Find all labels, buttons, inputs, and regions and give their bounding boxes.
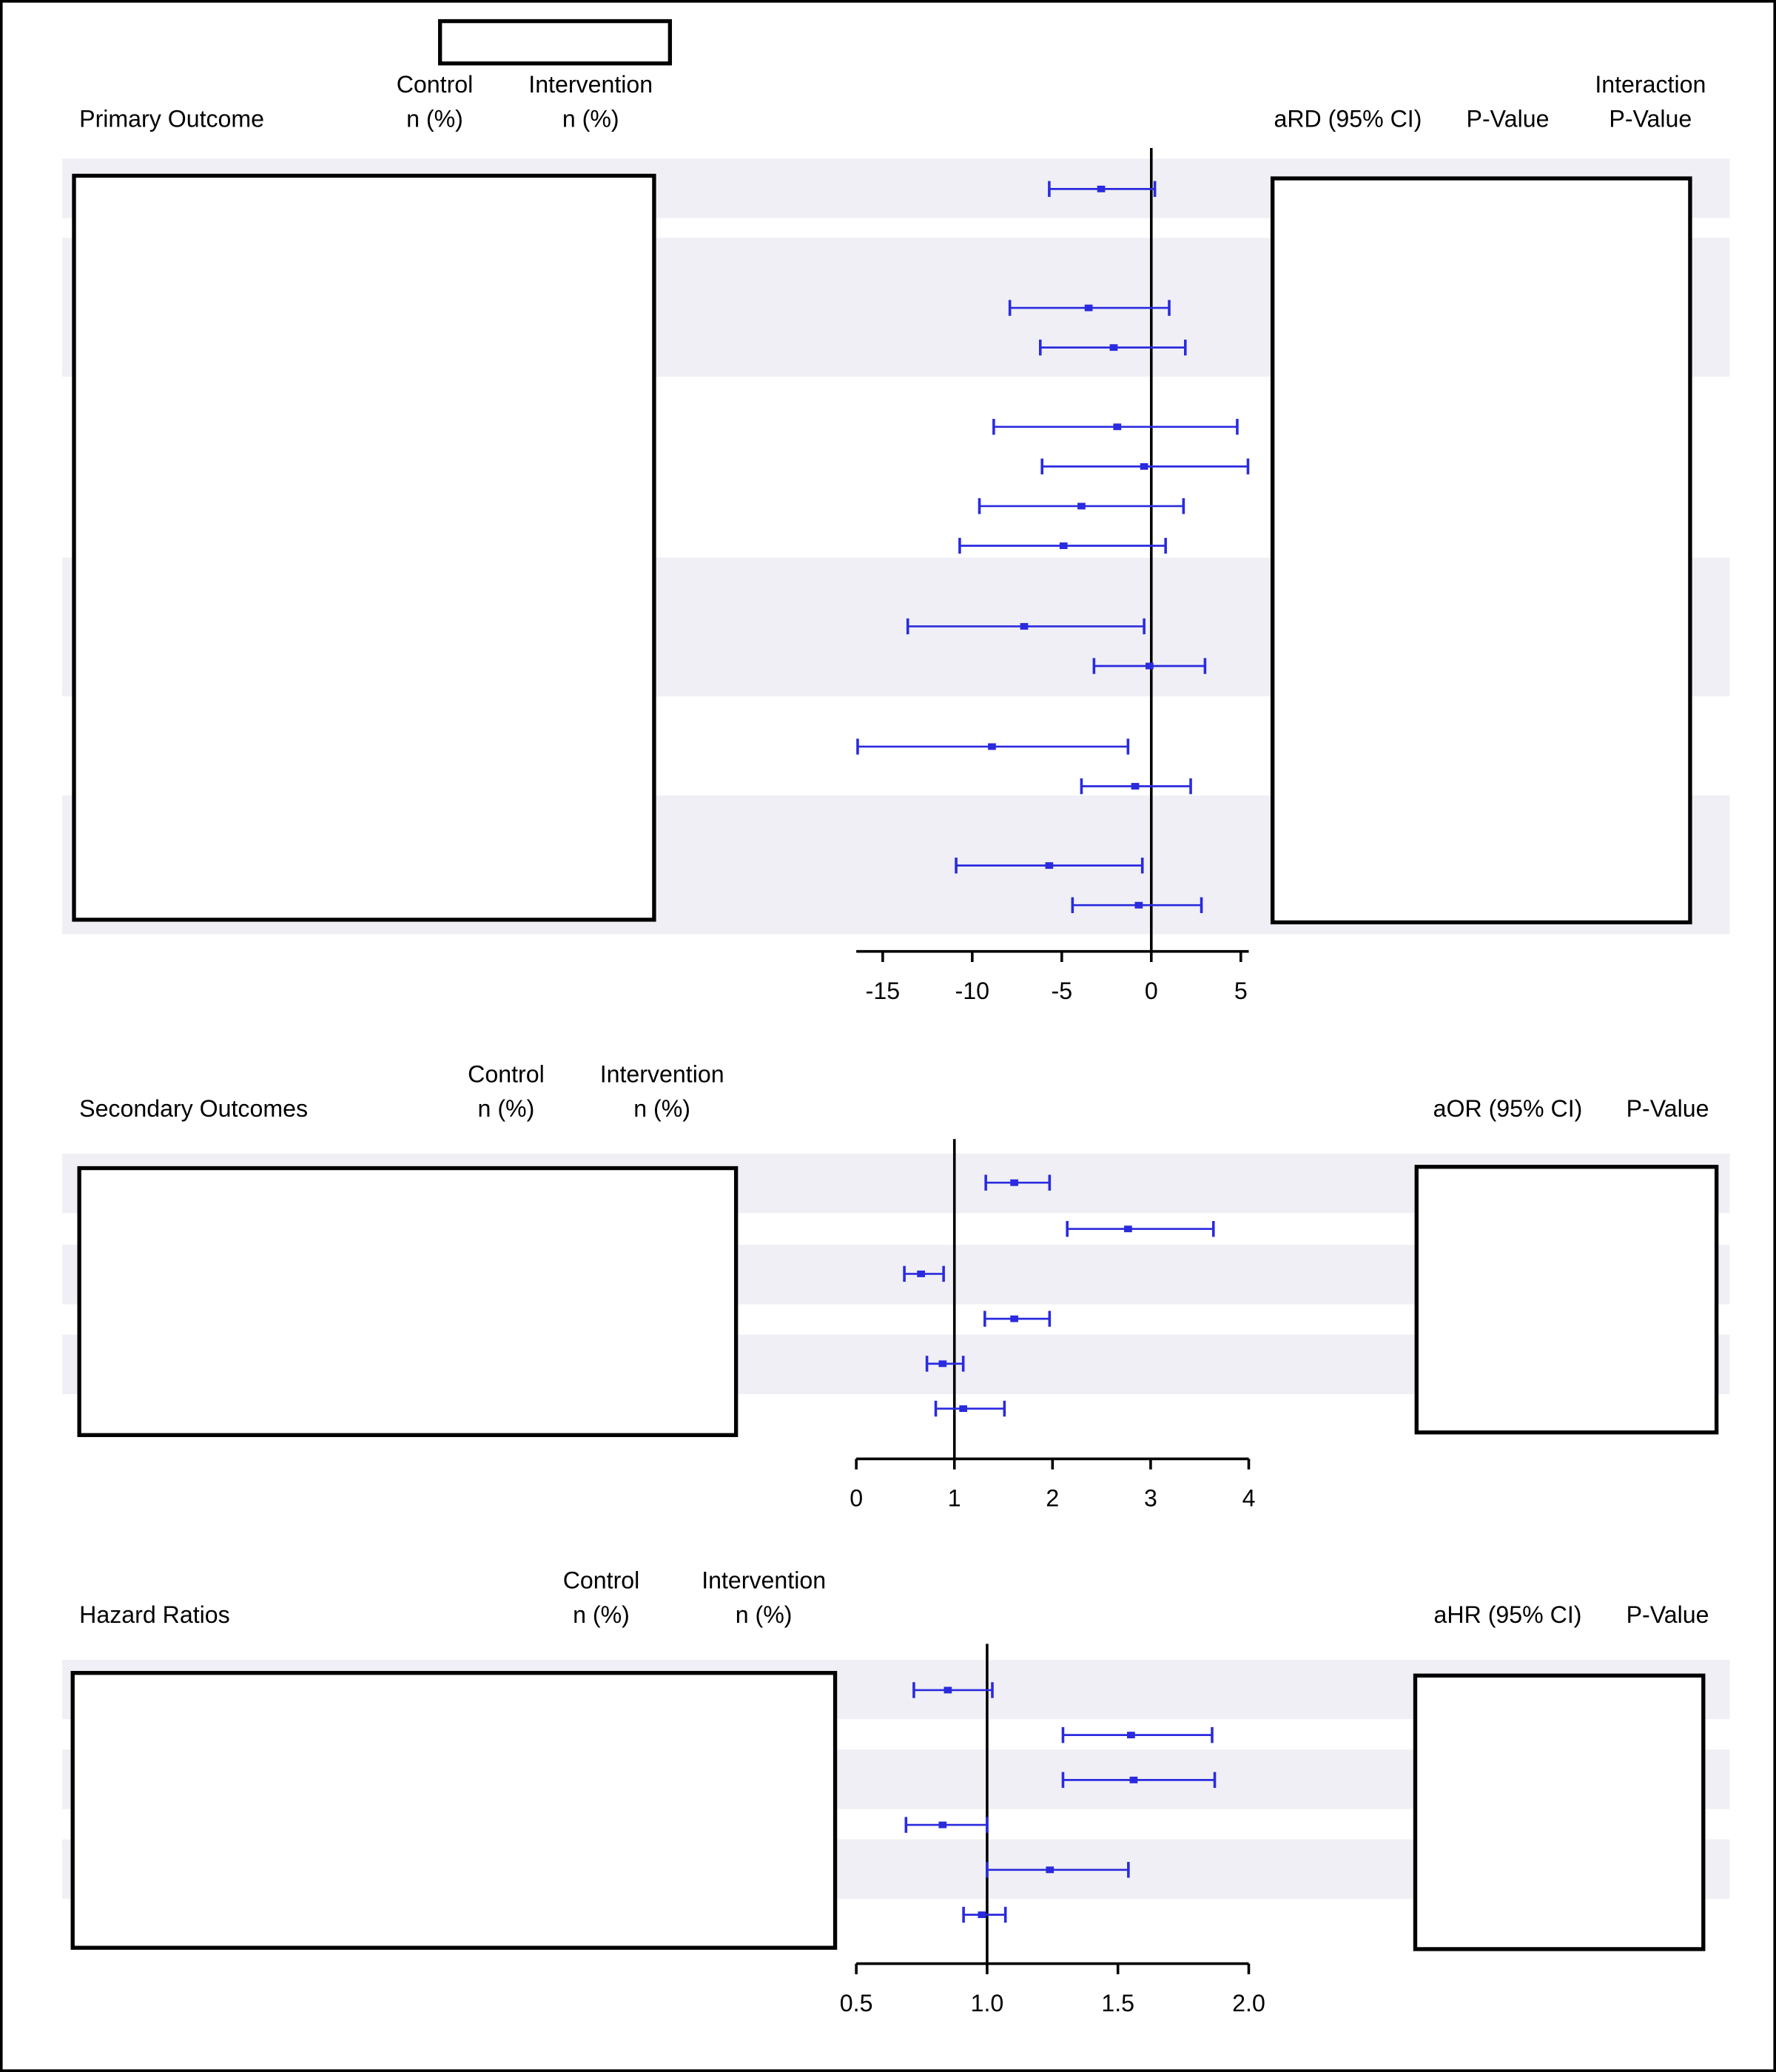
x-tick-label: 0.5 bbox=[840, 1990, 873, 2016]
point-estimate bbox=[1010, 1315, 1018, 1322]
estimate-row bbox=[1038, 339, 1187, 356]
intervention-subheader: n (%) bbox=[633, 1095, 690, 1122]
point-estimate bbox=[1127, 1732, 1135, 1739]
control-subheader: n (%) bbox=[406, 105, 463, 132]
pvalue-header: P-Value bbox=[1627, 1095, 1709, 1122]
estimate-row bbox=[986, 1862, 1130, 1878]
x-tick-label: 5 bbox=[1234, 978, 1248, 1004]
estimate-row bbox=[925, 1356, 965, 1372]
estimate-row bbox=[962, 1906, 1007, 1923]
estimate-row bbox=[978, 498, 1185, 514]
point-estimate bbox=[959, 1405, 968, 1413]
pvalue-header: P-Value bbox=[1467, 105, 1550, 132]
intervention-subheader: n (%) bbox=[736, 1601, 793, 1628]
estimate-row bbox=[1061, 1726, 1214, 1743]
point-estimate bbox=[1109, 344, 1118, 352]
redaction-boxes bbox=[70, 173, 1719, 1951]
point-estimate bbox=[1045, 862, 1054, 870]
estimate-row bbox=[1071, 897, 1203, 913]
intervention-header: Intervention bbox=[600, 1061, 724, 1088]
point-estimate bbox=[1046, 1866, 1054, 1874]
x-tick-label: 3 bbox=[1144, 1485, 1157, 1512]
x-tick-label: 0 bbox=[1145, 978, 1158, 1004]
x-tick-label: -5 bbox=[1052, 978, 1073, 1004]
point-estimate bbox=[938, 1360, 947, 1368]
forest-panel-3: 0.5 1.0 1.5 2.0 bbox=[840, 1644, 1265, 2016]
estimate-row bbox=[958, 537, 1167, 554]
control-header: Control bbox=[397, 71, 474, 98]
estimate-row bbox=[904, 1817, 989, 1833]
point-estimate bbox=[1084, 304, 1093, 312]
interaction-subheader: P-Value bbox=[1609, 105, 1692, 132]
point-estimate bbox=[1146, 662, 1154, 670]
point-estimate bbox=[978, 1911, 986, 1918]
control-subheader: n (%) bbox=[478, 1095, 535, 1122]
point-estimate bbox=[1113, 423, 1122, 431]
redaction-box-left-3 bbox=[70, 1671, 838, 1950]
point-estimate bbox=[1140, 462, 1148, 470]
point-estimate bbox=[1124, 1225, 1132, 1233]
intervention-subheader: n (%) bbox=[562, 105, 619, 132]
estimate-row bbox=[983, 1311, 1052, 1327]
estimate-row bbox=[1061, 1772, 1217, 1789]
estimate-row bbox=[934, 1400, 1006, 1417]
x-tick-label: 1.0 bbox=[971, 1990, 1004, 2016]
x-tick-label: 4 bbox=[1242, 1485, 1256, 1512]
estimate-row bbox=[1066, 1221, 1215, 1237]
pvalue-header: P-Value bbox=[1627, 1601, 1709, 1628]
estimate-row bbox=[912, 1682, 994, 1698]
point-estimate bbox=[944, 1686, 952, 1694]
point-estimate bbox=[1059, 542, 1068, 549]
effect-header: aRD (95% CI) bbox=[1274, 105, 1422, 132]
point-estimate bbox=[988, 743, 996, 750]
point-estimate bbox=[1131, 783, 1140, 790]
control-header: Control bbox=[563, 1567, 640, 1593]
estimate-row bbox=[984, 1174, 1052, 1191]
x-tick-label: 0 bbox=[850, 1485, 863, 1512]
redaction-box-right-1 bbox=[1270, 176, 1692, 925]
estimate-row bbox=[955, 857, 1144, 874]
x-tick-label: 1 bbox=[948, 1485, 961, 1512]
redaction-box-left-1 bbox=[72, 173, 656, 922]
estimate-row bbox=[903, 1265, 945, 1282]
section-title-hazard: Hazard Ratios bbox=[79, 1601, 230, 1628]
x-tick-label: -15 bbox=[866, 978, 900, 1004]
estimate-row bbox=[1048, 181, 1157, 198]
intervention-header: Intervention bbox=[702, 1567, 826, 1593]
redaction-box-right-2 bbox=[1414, 1165, 1719, 1435]
x-tick-label: -10 bbox=[955, 978, 989, 1004]
estimate-row bbox=[1008, 300, 1171, 316]
redaction-box-title bbox=[437, 18, 673, 66]
point-estimate bbox=[1077, 502, 1086, 510]
interaction-header: Interaction bbox=[1595, 71, 1706, 98]
x-tick-label: 2 bbox=[1046, 1485, 1059, 1512]
effect-header: aOR (95% CI) bbox=[1433, 1095, 1583, 1122]
effect-header: aHR (95% CI) bbox=[1434, 1601, 1582, 1628]
redaction-box-left-2 bbox=[77, 1166, 739, 1437]
estimate-row bbox=[906, 618, 1146, 635]
x-tick-label: 1.5 bbox=[1101, 1990, 1134, 2016]
control-subheader: n (%) bbox=[573, 1601, 630, 1628]
estimate-row bbox=[1040, 458, 1250, 475]
redaction-box-right-3 bbox=[1413, 1673, 1706, 1951]
point-estimate bbox=[1097, 185, 1106, 192]
control-header: Control bbox=[468, 1061, 545, 1088]
x-tick-label: 2.0 bbox=[1232, 1990, 1265, 2016]
estimate-row bbox=[856, 739, 1130, 755]
point-estimate bbox=[1010, 1179, 1018, 1186]
point-estimate bbox=[1134, 901, 1143, 909]
estimate-row bbox=[992, 419, 1239, 435]
point-estimate bbox=[1020, 622, 1029, 630]
section-title-secondary: Secondary Outcomes bbox=[79, 1095, 308, 1122]
estimate-row bbox=[1092, 658, 1207, 674]
point-estimate bbox=[917, 1270, 926, 1277]
intervention-header: Intervention bbox=[528, 71, 653, 98]
point-estimate bbox=[938, 1821, 947, 1829]
forest-panel-1: -15 -10 -5 0 5 bbox=[856, 148, 1250, 1004]
estimate-row bbox=[1080, 778, 1192, 795]
section-title-primary: Primary Outcome bbox=[79, 105, 264, 132]
forest-panel-2: 0 1 2 3 4 bbox=[850, 1139, 1256, 1512]
point-estimate bbox=[1129, 1776, 1138, 1783]
